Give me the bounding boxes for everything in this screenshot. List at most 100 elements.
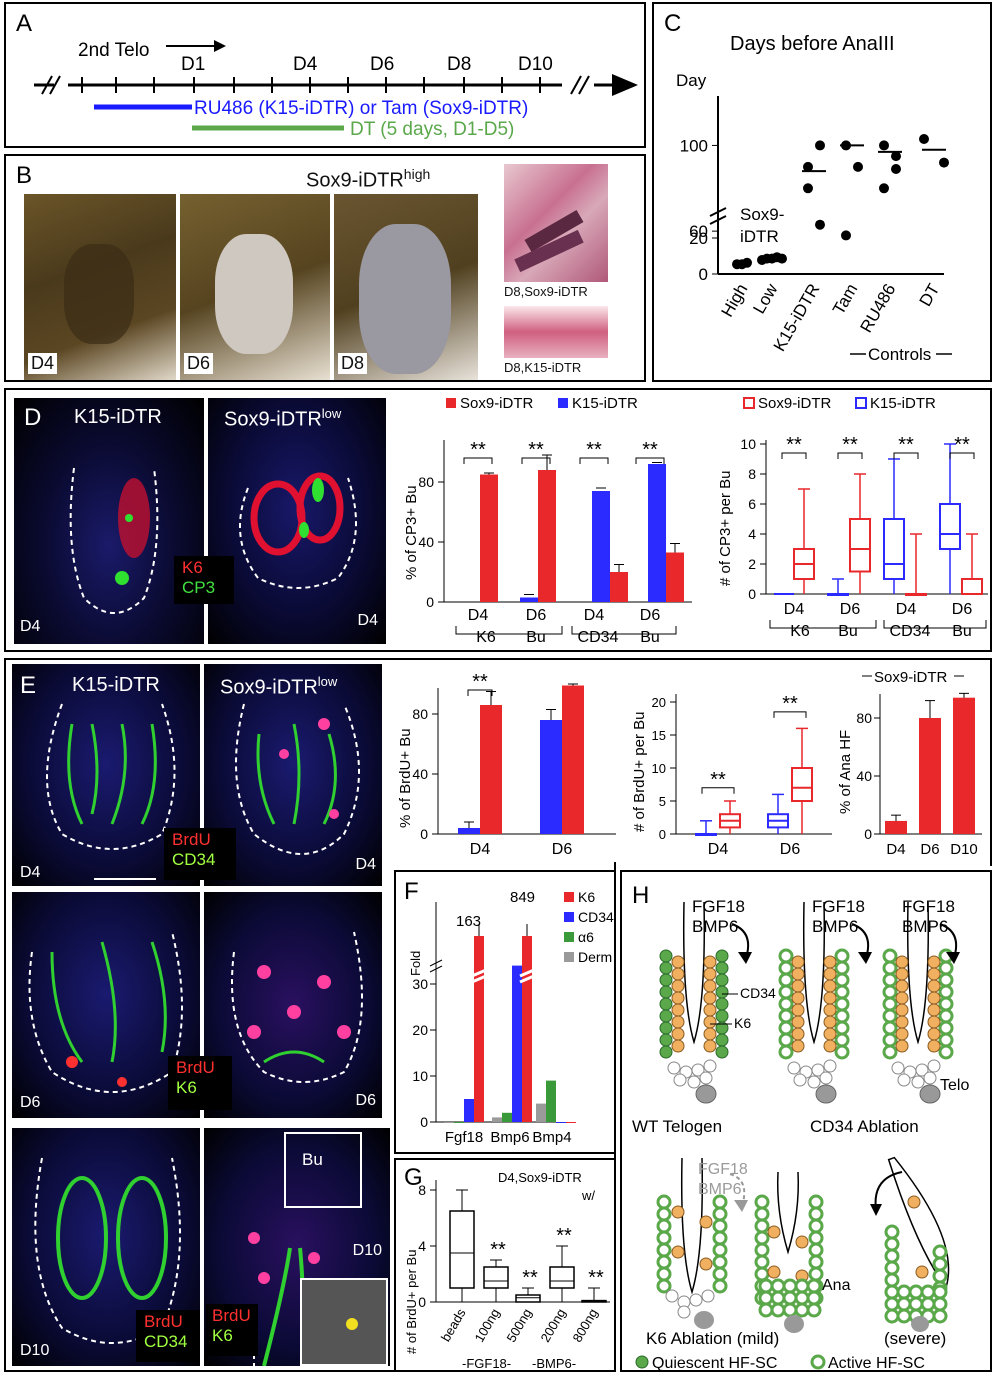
h-active-cell <box>656 1206 672 1222</box>
h-cd34-cell <box>659 961 673 975</box>
g-title-1: D4,Sox9-iDTR <box>498 1170 582 1185</box>
ana-bar <box>919 718 941 834</box>
h-active-cell <box>782 1302 798 1318</box>
h-dermal-papilla <box>694 1311 714 1329</box>
e-box-ytick-label: 0 <box>659 827 666 842</box>
e-box-ytick-label: 5 <box>659 794 666 809</box>
d-box-sig: ** <box>954 434 970 456</box>
h-severe-label: (severe) <box>884 1329 946 1348</box>
h-active-cell <box>920 1284 936 1300</box>
micro-e1-right-day: D4 <box>355 856 376 873</box>
e-box <box>791 767 813 802</box>
h-base-cell <box>673 1073 687 1087</box>
h-cd34-cell <box>778 984 794 1000</box>
h-base-cell <box>667 1061 681 1075</box>
ana-ytick-label: 80 <box>856 710 872 726</box>
chart-c-title: Days before AnaIII <box>730 33 895 55</box>
ru486-label: RU486 (K15-iDTR) or Tam (Sox9-iDTR) <box>194 98 528 119</box>
c-category: DT <box>916 281 944 310</box>
h-arrowhead <box>858 952 872 964</box>
h-k6-cell <box>703 1027 717 1041</box>
g-box <box>483 1266 509 1289</box>
panel-d: D K15-iDTR D4 Sox9-iDTRlow D4 K6 CP3 Sox… <box>4 388 992 652</box>
h-active-cell <box>808 1254 824 1270</box>
h-quiescent-label: Quiescent HF-SC <box>652 1355 777 1372</box>
e3r-stain-brdu: BrdU <box>212 1306 251 1325</box>
e-bar-sox9 <box>480 705 502 834</box>
e-box-sig-bracket <box>773 711 807 718</box>
h-dermal-papilla <box>815 1084 837 1104</box>
h-active-cell <box>782 1278 798 1294</box>
f-legend-swatch <box>564 952 574 962</box>
h-cd34-cell <box>938 1032 954 1048</box>
h-cd34-cell <box>659 1021 673 1035</box>
f-ytick-label: 10 <box>412 1068 428 1084</box>
h-active-cell <box>806 1278 822 1294</box>
h-active-cell <box>932 1308 948 1324</box>
h-k6-label: K6 <box>734 1015 751 1031</box>
histology-sox9 <box>504 164 608 282</box>
d-group-label: CD34 <box>578 629 619 646</box>
inset-label-1: Sox9- <box>740 205 784 224</box>
e-box-ytick-label: 10 <box>652 761 666 776</box>
d-sig-bracket <box>463 457 493 464</box>
d-bar-legend-sox9: Sox9-iDTR <box>460 395 534 412</box>
histology-label-sox9: D8,Sox9-iDTR <box>504 284 588 299</box>
d-box-ytick-label: 2 <box>748 556 756 572</box>
h-cd34-cell <box>778 972 794 988</box>
d-box-ytick-label: 4 <box>748 526 756 542</box>
panel-b-title: Sox9-iDTRhigh <box>306 166 431 192</box>
h-base-cell <box>701 1289 715 1303</box>
c-point <box>853 161 863 172</box>
scale-bar <box>94 878 156 880</box>
h-k6-cell <box>703 979 717 993</box>
h-active-cell <box>758 1302 774 1318</box>
micro-e1-left-day: D4 <box>20 864 41 881</box>
c-ytick-label: 60 <box>689 222 708 241</box>
e-sig: ** <box>472 671 488 693</box>
panel-f: F Fold 0 10 20 30 Fgf18 Bmp6 Bmp4 K6 CD34 α6 Der… <box>394 870 616 1154</box>
d-sig: ** <box>528 439 544 461</box>
h-cd34-cell <box>715 1033 729 1047</box>
g-xtick: 200ng <box>538 1306 569 1345</box>
h-k6-cell <box>671 991 685 1005</box>
h-active-cell <box>754 1194 770 1210</box>
h-cd34-cell <box>659 1045 673 1059</box>
mouse-photo-d4: D4 <box>24 194 176 380</box>
ana-xtick: D10 <box>950 841 978 858</box>
h-k6-cell <box>927 979 941 993</box>
h-arrowhead <box>738 952 752 964</box>
c-point <box>803 183 813 194</box>
d-box-xtick: D4 <box>896 601 917 618</box>
d-bar-sox9 <box>480 474 498 602</box>
micro-e1-left-title: K15-iDTR <box>72 674 160 696</box>
h-cd34-cell <box>882 1020 898 1036</box>
d-bar-sox9 <box>666 552 684 602</box>
h-k6-cell <box>927 1027 941 1041</box>
h-cd34-cell <box>938 1044 954 1060</box>
e-bar-ytick-label: 0 <box>420 826 428 842</box>
h-cd34-cell <box>882 960 898 976</box>
c-point <box>891 151 901 162</box>
d-bar-k15 <box>592 491 610 602</box>
f-break <box>519 974 535 984</box>
h-dermal-papilla <box>695 1084 717 1104</box>
h-cd34-cell <box>938 996 954 1012</box>
micro-d-k15: K15-iDTR D4 <box>14 398 204 644</box>
panel-label-b: B <box>16 162 33 189</box>
e-box-sig: ** <box>782 693 798 715</box>
h-active-cell <box>932 1296 948 1312</box>
brdu-bar-chart: % of BrdU+ Bu 0 40 80 ** D4 D6 <box>397 671 616 858</box>
h-fgf18-3: FGF18 <box>902 897 955 916</box>
e1-stain-legend: BrdU CD34 <box>164 828 236 880</box>
h-k6-cell <box>671 1245 685 1259</box>
micro-d-sox9: Sox9-iDTRlow D4 <box>208 398 386 644</box>
h-base-cell <box>897 1073 911 1087</box>
d-bar-xtick: D4 <box>468 607 489 624</box>
inset-label-2: iDTR <box>740 227 779 246</box>
h-cd34-cell <box>834 972 850 988</box>
f-break <box>519 968 535 978</box>
d-box-sig-bracket <box>893 452 919 459</box>
h-active-cell <box>758 1278 774 1294</box>
micro-e3-sox9: Bu D10 BrdU K6 <box>204 1128 390 1366</box>
